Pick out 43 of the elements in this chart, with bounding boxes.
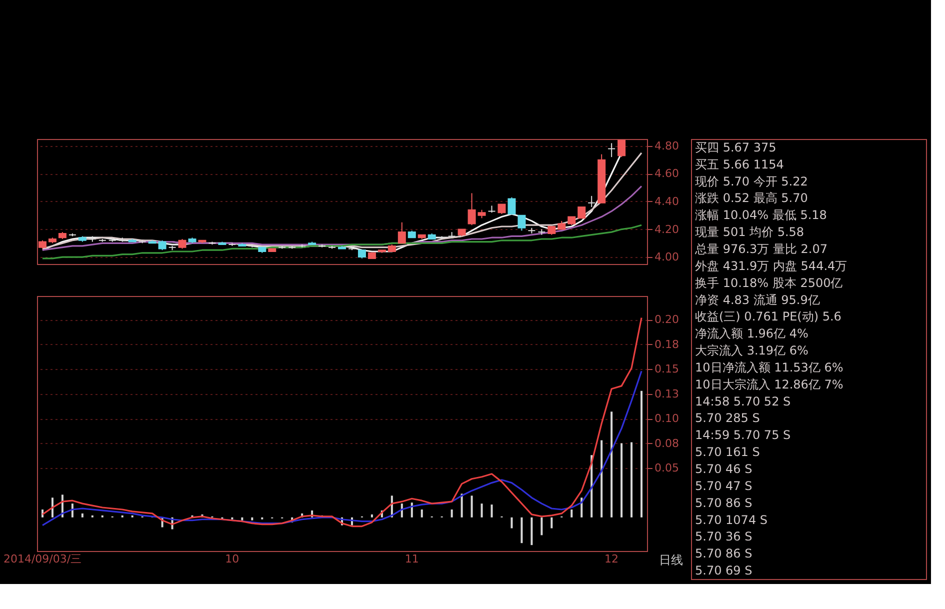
y-tick-label: 4.80 <box>654 139 679 152</box>
text: 涨跌 0.52 最高 5.70 <box>695 191 808 206</box>
y-tick-label: 0.15 <box>654 362 679 376</box>
text: 净流入额 1.96亿 4% <box>695 326 808 341</box>
text: 涨幅 10.04% 最低 5.18 <box>695 208 827 222</box>
y-tick-label: 0.18 <box>654 338 679 351</box>
text: 收益(三) 0.761 PE(动) 5.6 <box>695 310 842 324</box>
x-tick-label: 10 <box>225 552 240 566</box>
text: 5.70 285 S <box>695 411 760 426</box>
text: 外盘 431.9万 内盘 544.4万 <box>695 258 848 273</box>
y-tick-label: 4.40 <box>654 195 679 208</box>
text: 5.70 86 S <box>695 496 752 510</box>
text: 换手 10.18% 股本 2500亿 <box>695 276 843 290</box>
text: 大宗流入 3.19亿 6% <box>695 344 808 358</box>
text: 5.70 161 S <box>695 445 760 460</box>
text: 5.70 1074 S <box>695 512 768 527</box>
text: 5.70 36 S <box>695 530 752 544</box>
text: 5.70 46 S <box>695 462 752 476</box>
text: 日线 <box>659 553 683 567</box>
text: 10日大宗流入 12.86亿 7% <box>695 377 844 392</box>
text: 现价 5.70 今开 5.22 <box>695 174 808 188</box>
y-tick-label: 0.10 <box>654 412 679 426</box>
text: 10日净流入额 11.53亿 6% <box>695 360 844 374</box>
text: 总量 976.3万 量比 2.07 <box>694 242 828 256</box>
y-tick-label: 0.13 <box>654 387 679 400</box>
y-tick-label: 0.20 <box>654 313 679 326</box>
text: 买四 5.67 375 <box>695 140 776 154</box>
text: 净资 4.83 流通 95.9亿 <box>695 292 820 307</box>
text: 14:59 5.70 75 S <box>695 428 791 442</box>
y-tick-label: 4.20 <box>654 222 679 236</box>
x-tick-label: 2014/09/03/三 <box>3 552 82 566</box>
y-tick-label: 4.00 <box>654 250 679 264</box>
y-tick-label: 0.05 <box>654 461 679 474</box>
y-tick-label: 0.08 <box>654 436 679 450</box>
y-tick-label: 4.60 <box>654 167 679 180</box>
text: 5.70 86 S <box>695 546 752 561</box>
text: 买五 5.66 1154 <box>695 157 784 172</box>
x-tick-label: 12 <box>604 552 619 566</box>
text: 14:58 5.70 52 S <box>695 394 791 408</box>
text: 5.70 69 S <box>695 564 752 578</box>
x-tick-label: 11 <box>404 552 419 566</box>
text: 5.70 47 S <box>695 478 752 493</box>
text: 现量 501 均价 5.58 <box>695 225 804 240</box>
